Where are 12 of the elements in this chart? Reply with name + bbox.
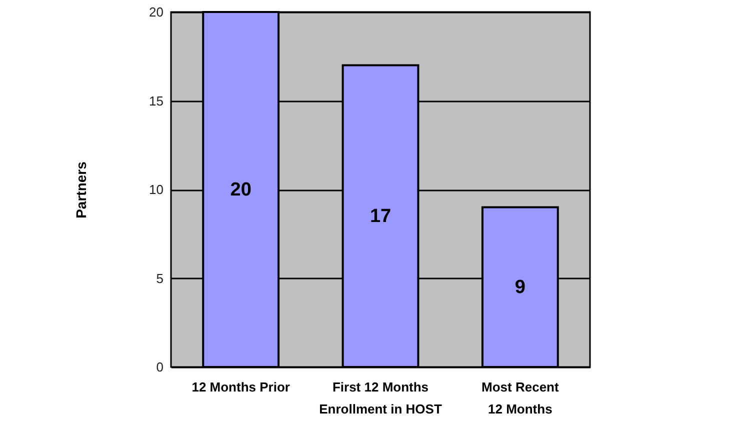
y-tick-label: 15 [149,93,164,108]
y-tick-label: 10 [149,182,164,197]
y-tick-label: 0 [156,360,164,374]
y-tick-label: 5 [156,270,164,286]
x-tick-label: Most Recent 12 Months [482,380,560,416]
data-label: 17 [370,206,392,228]
x-tick-label: First 12 Months Enrollment in HOST [319,380,442,416]
x-tick-label: 12 Months Prior [192,380,290,394]
y-axis-title: Partners [73,161,90,218]
data-label: 9 [514,277,526,298]
y-tick-label: 20 [149,4,164,20]
data-label: 20 [230,180,252,200]
